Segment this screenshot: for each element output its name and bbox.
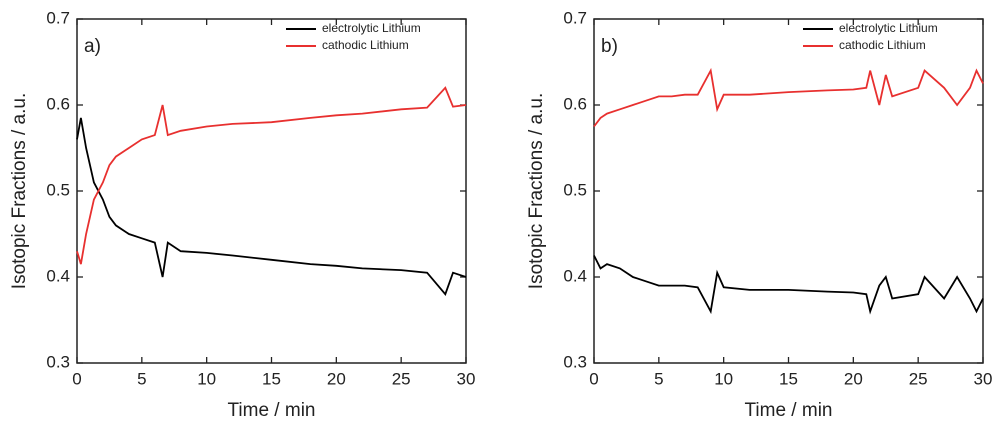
x-tick-label: 5 bbox=[137, 369, 146, 388]
x-tick-label: 15 bbox=[262, 369, 281, 388]
y-tick-label: 0.6 bbox=[563, 94, 587, 113]
y-tick-label: 0.6 bbox=[46, 94, 70, 113]
data-line bbox=[593, 67, 984, 128]
legend-label: cathodic Lithium bbox=[839, 38, 926, 52]
data-line bbox=[76, 117, 467, 296]
y-tick-label: 0.3 bbox=[563, 352, 587, 371]
data-line bbox=[76, 86, 467, 265]
x-tick-label: 0 bbox=[72, 369, 81, 388]
x-tick-label: 10 bbox=[714, 369, 733, 388]
x-tick-label: 25 bbox=[909, 369, 928, 388]
y-tick-label: 0.4 bbox=[46, 266, 70, 285]
x-tick-label: 25 bbox=[392, 369, 411, 388]
y-axis-label: Isotopic Fractions / a.u. bbox=[9, 93, 30, 289]
x-tick-label: 0 bbox=[589, 369, 598, 388]
panel: 0.3 0.4 0.5 0.6 0.7 0 5 10 15 20 25 30 Time / min Iso… bbox=[9, 8, 475, 421]
panel: 0.3 0.4 0.5 0.6 0.7 0 5 10 15 20 25 30 Time / min Iso… bbox=[526, 8, 992, 421]
x-tick-label: 10 bbox=[197, 369, 216, 388]
y-tick-label: 0.5 bbox=[563, 180, 587, 199]
y-tick-label: 0.3 bbox=[46, 352, 70, 371]
y-tick-label: 0.5 bbox=[46, 180, 70, 199]
plot-frame bbox=[76, 18, 467, 364]
panel-label: a) bbox=[84, 36, 101, 57]
legend-label: electrolytic Lithium bbox=[839, 21, 938, 35]
y-axis-label: Isotopic Fractions / a.u. bbox=[526, 93, 547, 289]
panel-label: b) bbox=[601, 36, 618, 57]
y-tick-label: 0.7 bbox=[563, 8, 587, 27]
x-tick-label: 30 bbox=[974, 369, 992, 388]
x-axis-label: Time / min bbox=[745, 400, 833, 421]
x-tick-label: 15 bbox=[779, 369, 798, 388]
data-line bbox=[593, 255, 984, 315]
y-tick-label: 0.7 bbox=[46, 8, 70, 27]
x-tick-label: 20 bbox=[844, 369, 863, 388]
y-tick-label: 0.4 bbox=[563, 266, 587, 285]
x-tick-label: 30 bbox=[457, 369, 476, 388]
x-tick-label: 20 bbox=[327, 369, 346, 388]
legend-label: electrolytic Lithium bbox=[322, 21, 421, 35]
legend-label: cathodic Lithium bbox=[322, 38, 409, 52]
x-tick-label: 5 bbox=[654, 369, 663, 388]
x-axis-label: Time / min bbox=[228, 400, 316, 421]
